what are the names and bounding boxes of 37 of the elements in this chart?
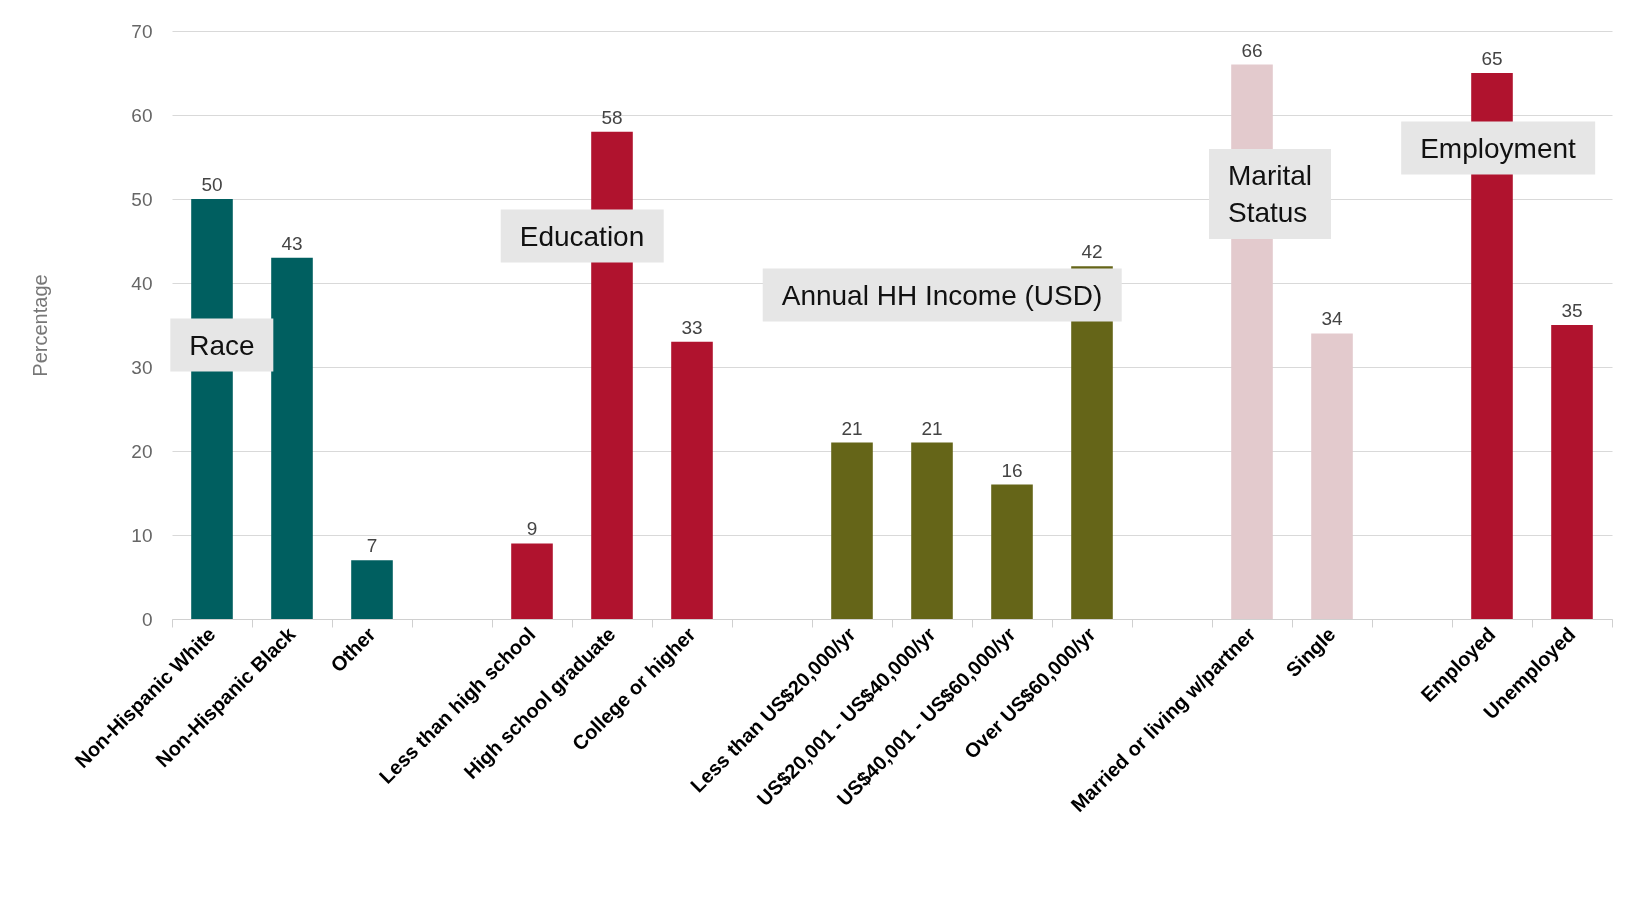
data-label: 34 bbox=[1321, 308, 1343, 330]
y-tick-label: 30 bbox=[131, 356, 153, 378]
data-label: 21 bbox=[841, 417, 863, 439]
bar bbox=[831, 442, 873, 619]
bar bbox=[1311, 333, 1353, 619]
y-tick-label: 20 bbox=[131, 440, 153, 462]
bar bbox=[511, 543, 553, 619]
y-tick-label: 70 bbox=[131, 20, 153, 42]
data-label: 21 bbox=[921, 417, 943, 439]
y-tick-label: 50 bbox=[131, 188, 153, 210]
data-label: 66 bbox=[1241, 39, 1263, 61]
annotation: Annual HH Income (USD) bbox=[762, 268, 1122, 322]
bar bbox=[911, 442, 953, 619]
bar bbox=[991, 484, 1033, 619]
annotation: Education bbox=[500, 209, 664, 263]
bar bbox=[271, 257, 313, 619]
bar bbox=[1551, 325, 1593, 619]
bar bbox=[351, 560, 393, 619]
data-label: 33 bbox=[681, 316, 703, 338]
data-label: 58 bbox=[601, 106, 623, 128]
annotation: Race bbox=[170, 318, 274, 372]
y-axis-title: Percentage bbox=[29, 274, 52, 377]
annotation: Marital Status bbox=[1208, 148, 1332, 239]
bar bbox=[671, 341, 713, 619]
data-label: 35 bbox=[1561, 300, 1583, 321]
data-label: 50 bbox=[201, 174, 223, 195]
data-label: 16 bbox=[1001, 459, 1023, 481]
data-label: 43 bbox=[281, 232, 303, 254]
y-tick-label: 10 bbox=[131, 524, 153, 546]
data-label: 7 bbox=[366, 535, 378, 557]
data-label: 9 bbox=[526, 518, 538, 540]
y-tick-label: 0 bbox=[141, 608, 153, 630]
data-label: 65 bbox=[1481, 48, 1503, 69]
y-tick-label: 40 bbox=[131, 272, 153, 294]
annotation: Employment bbox=[1401, 121, 1595, 175]
data-label: 42 bbox=[1081, 241, 1103, 263]
y-tick-label: 60 bbox=[131, 104, 153, 126]
